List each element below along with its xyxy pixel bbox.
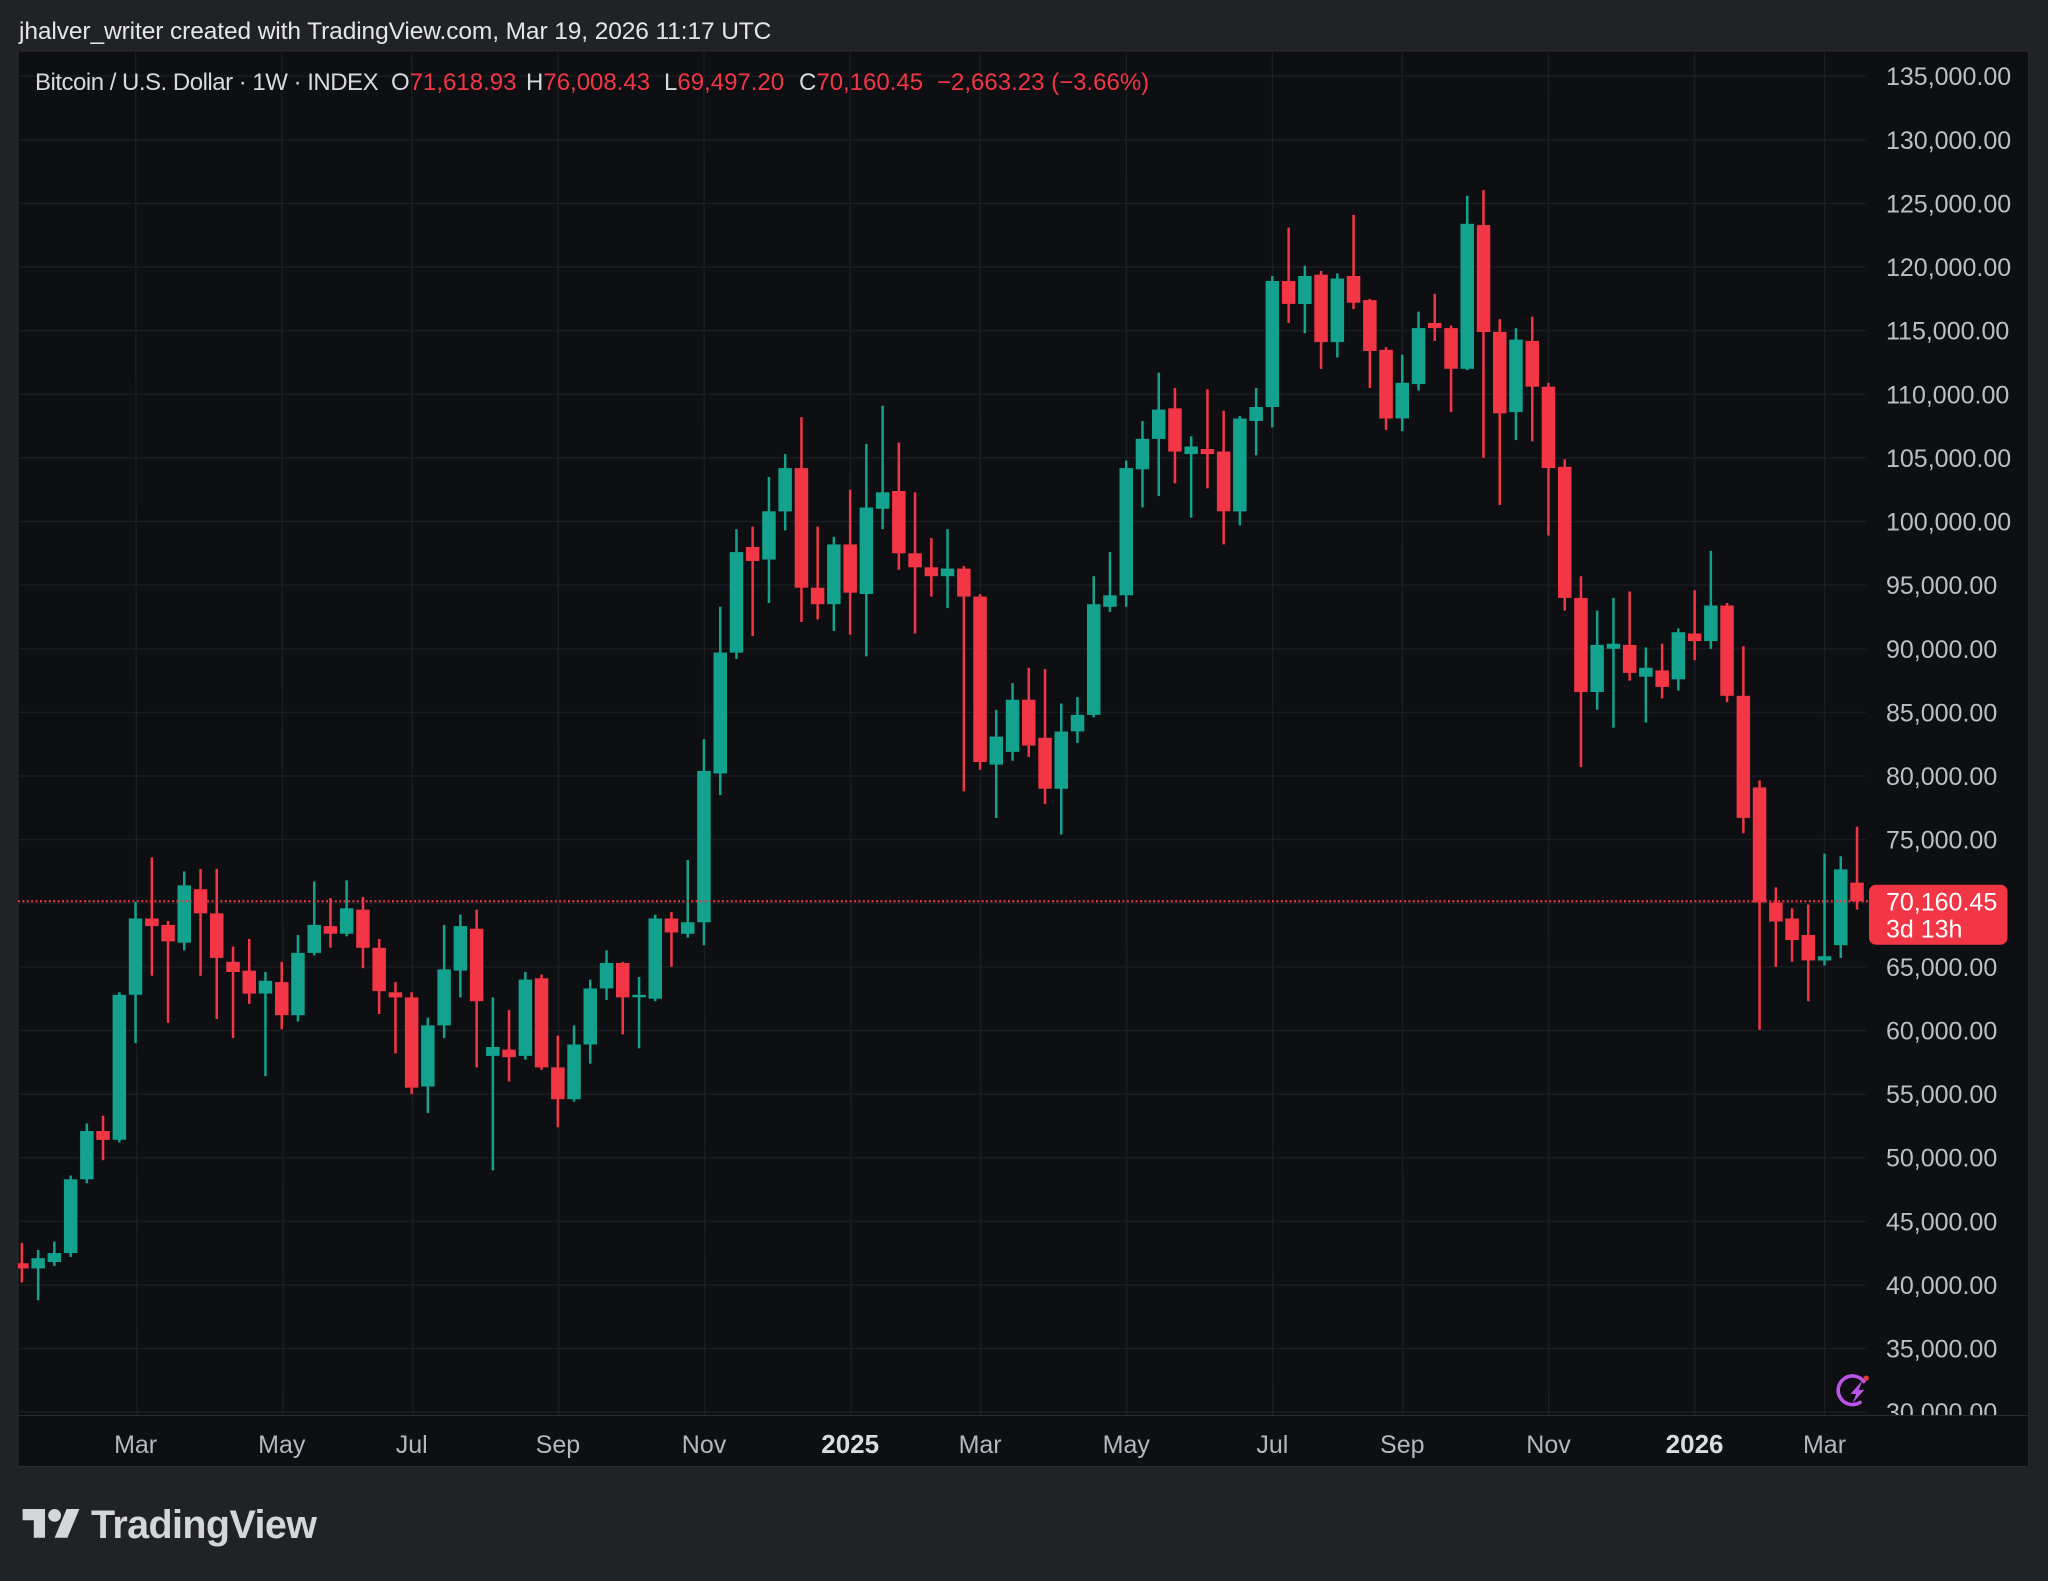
svg-text:Mar: Mar [1803,1431,1846,1459]
svg-text:65,000.00: 65,000.00 [1886,954,1997,982]
svg-text:Nov: Nov [1526,1431,1571,1459]
svg-text:Mar: Mar [959,1431,1002,1459]
svg-text:115,000.00: 115,000.00 [1886,318,2009,346]
svg-text:35,000.00: 35,000.00 [1886,1336,1997,1364]
svg-text:125,000.00: 125,000.00 [1886,190,2011,218]
svg-text:110,000.00: 110,000.00 [1886,381,2009,409]
svg-text:jhalver_writer created with Tr: jhalver_writer created with TradingView.… [18,18,771,45]
svg-text:May: May [1103,1431,1151,1459]
svg-text:40,000.00: 40,000.00 [1886,1272,1997,1300]
svg-text:130,000.00: 130,000.00 [1886,127,2011,155]
svg-text:Bitcoin / U.S. Dollar · 1W · I: Bitcoin / U.S. Dollar · 1W · INDEX O71,61… [35,69,1149,96]
svg-text:60,000.00: 60,000.00 [1886,1018,1997,1046]
svg-text:50,000.00: 50,000.00 [1886,1145,1997,1173]
svg-text:135,000.00: 135,000.00 [1886,63,2011,91]
svg-text:2026: 2026 [1666,1429,1724,1459]
svg-text:75,000.00: 75,000.00 [1886,827,1997,855]
svg-text:Sep: Sep [1380,1431,1424,1459]
svg-text:45,000.00: 45,000.00 [1886,1208,1997,1236]
svg-text:May: May [258,1431,306,1459]
svg-text:105,000.00: 105,000.00 [1886,445,2011,473]
svg-text:2025: 2025 [821,1429,879,1459]
svg-text:Nov: Nov [682,1431,727,1459]
svg-text:90,000.00: 90,000.00 [1886,636,1997,664]
svg-text:Mar: Mar [114,1431,157,1459]
svg-text:Sep: Sep [536,1431,580,1459]
svg-text:TradingView: TradingView [91,1503,317,1547]
svg-text:55,000.00: 55,000.00 [1886,1081,1997,1109]
svg-text:95,000.00: 95,000.00 [1886,572,1997,600]
svg-text:3d 13h: 3d 13h [1886,916,1962,944]
svg-text:120,000.00: 120,000.00 [1886,254,2011,282]
svg-text:85,000.00: 85,000.00 [1886,699,1997,727]
svg-text:Jul: Jul [396,1431,428,1459]
svg-text:100,000.00: 100,000.00 [1886,509,2011,537]
svg-text:70,160.45: 70,160.45 [1886,889,1997,917]
svg-text:80,000.00: 80,000.00 [1886,763,1997,791]
svg-text:Jul: Jul [1256,1431,1288,1459]
